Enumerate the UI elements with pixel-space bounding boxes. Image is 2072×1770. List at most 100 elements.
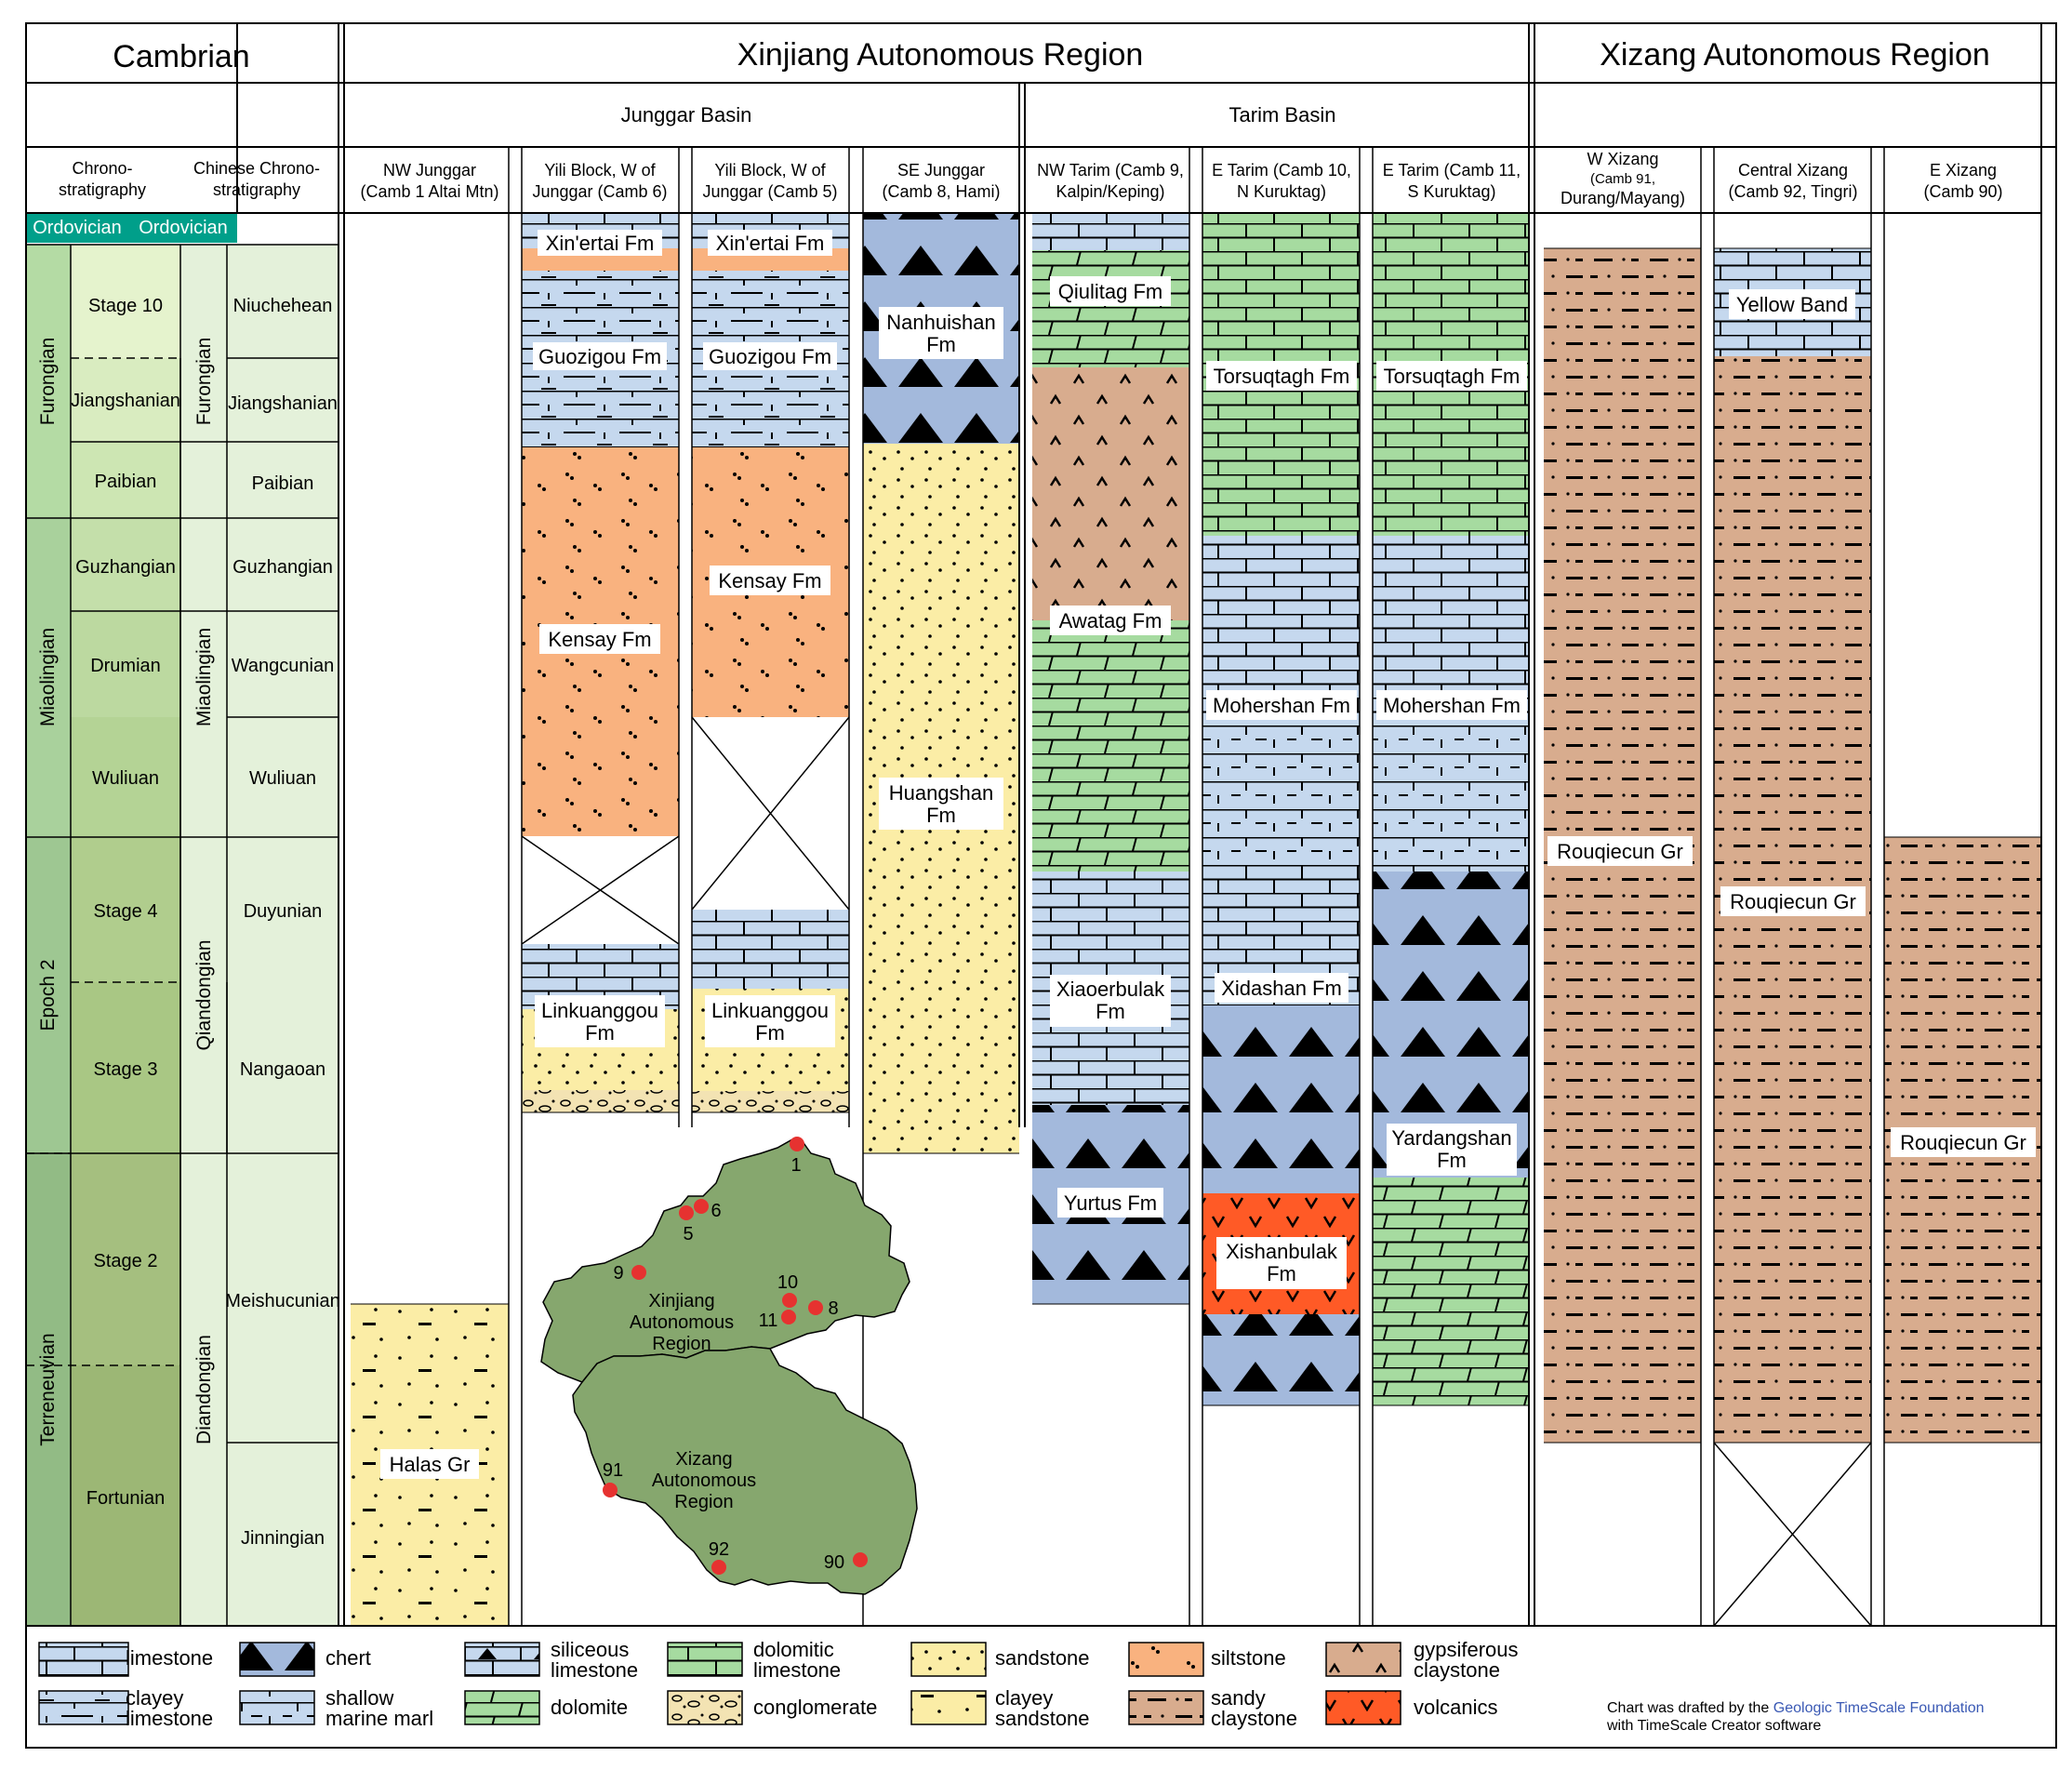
legend-swatch-clayey-limestone [38,1690,129,1725]
xizang-map-label-3: Region [674,1492,733,1512]
xinjiang-header: Xinjiang Autonomous Region [737,37,1144,73]
e-tarim10-title-1: E Tarim (Camb 10, [1212,161,1351,180]
yardangshan-fm-label-a: Yardangshan [1391,1126,1511,1150]
cn-stage-guzhangian: Guzhangian [232,557,333,578]
linkuanggou-fm-label-5b: Fm [755,1021,785,1045]
stage-2: Stage 2 [94,1251,158,1271]
xizang-header: Xizang Autonomous Region [1600,37,1990,73]
xizang-map-label-2: Autonomous [652,1471,756,1491]
stage-wuliuan: Wuliuan [92,768,159,789]
huangshan-fm-label-b: Fm [926,804,956,827]
locality-5-dot [679,1205,694,1220]
credit-prefix: Chart was drafted by the [1607,1700,1773,1716]
w-xizang-title-1: W Xizang [1587,150,1658,168]
qiulitag-fm-label: Qiulitag Fm [1058,280,1162,303]
legend-label-sandy-claystone-1: sandy [1211,1686,1266,1710]
w-xizang-title-2: (Camb 91, [1590,171,1655,187]
credit-link[interactable]: Geologic TimeScale Foundation [1773,1700,1985,1716]
locality-9-dot [631,1265,646,1280]
junggar-basin-header: Junggar Basin [621,103,752,126]
cn-stage-jinningian: Jinningian [241,1528,325,1549]
nw-tarim-title-2: Kalpin/Keping) [1056,182,1164,201]
legend-label-limestone: limestone [126,1646,213,1670]
cn-stage-paibian: Paibian [252,473,314,494]
legend-label-siliceous-2: limestone [551,1658,638,1682]
legend-label-gypsiferous-2: claystone [1414,1658,1500,1682]
legend-label-sandy-claystone-2: claystone [1211,1707,1297,1730]
cn-stage-niuchehean: Niuchehean [233,296,333,316]
locality-5-label: 5 [683,1224,693,1244]
chinese-series-miaolingian: Miaolingian [193,628,215,726]
epoch-terreneuvian: Terreneuvian [37,1333,59,1445]
xinjiang-region-shape [540,1138,910,1383]
timescale-columns: Ordovician Ordovician [26,213,339,1626]
e-tarim11-title-1: E Tarim (Camb 11, [1383,161,1521,180]
mohershan-fm-label-11: Mohershan Fm [1383,694,1521,717]
locality-6-dot [694,1199,709,1214]
rouqiecun-gr-label-90: Rouqiecun Gr [1900,1131,2026,1154]
rouqiecun-gr-label-92: Rouqiecun Gr [1730,890,1856,913]
nanhuishan-fm-label-b: Fm [926,333,956,356]
locality-90-dot [853,1552,868,1567]
xinjiang-map-label-2: Autonomous [630,1312,734,1333]
kensay-fm-label-6: Kensay Fm [548,628,651,651]
rouqiecun-gr-label-91: Rouqiecun Gr [1557,840,1683,863]
e-xizang-title-2: (Camb 90) [1923,182,2002,201]
chinese-series-diandongian: Diandongian [193,1335,215,1444]
legend-swatch-dolomite [464,1690,540,1725]
locality-9-label: 9 [613,1263,623,1284]
legend-label-clayey-sandstone-1: clayey [995,1686,1053,1710]
epoch-miaolingian: Miaolingian [37,628,59,726]
locality-1-label: 1 [790,1155,801,1176]
mohershan-fm-label-10: Mohershan Fm [1213,694,1350,717]
locality-91-dot [603,1483,618,1497]
stage-drumian: Drumian [90,656,161,676]
legend-label-siltstone: siltstone [1211,1646,1286,1670]
legend-swatch-clayey-sandstone [910,1690,987,1725]
legend-label-marl-2: marine marl [325,1707,433,1730]
linkuanggou-fm-label-6b: Fm [585,1021,615,1045]
chinese-title-1: Chinese Chrono- [193,159,320,178]
w-xizang-title-3: Durang/Mayang) [1561,189,1685,207]
chrono-title-1: Chrono- [72,159,132,178]
ordovician-chinese-label: Ordovician [139,218,228,238]
legend-label-dolomite: dolomite [551,1696,628,1719]
legend-swatch-limestone [38,1642,129,1677]
legend-swatch-dolomitic-limestone [667,1642,743,1677]
se-junggar-title-1: SE Junggar [897,161,985,180]
headers: Cambrian Xinjiang Autonomous Region Xiza… [59,37,2003,207]
xinjiang-map-label-3: Region [652,1334,711,1354]
locality-11-dot [781,1310,796,1324]
locality-1-dot [790,1137,804,1151]
legend-swatch-sandstone [910,1642,987,1677]
locality-6-label: 6 [711,1201,721,1221]
e-tarim11-title-2: S Kuruktag) [1407,182,1495,201]
legend-label-volcanics: volcanics [1414,1696,1497,1719]
stage-4: Stage 4 [94,901,158,922]
stage-paibian: Paibian [95,472,157,492]
legend-label-dolomitic-2: limestone [753,1658,841,1682]
cambrian-header: Cambrian [113,39,249,74]
chinese-title-2: stratigraphy [213,180,300,199]
nw-junggar-title-2: (Camb 1 Altai Mtn) [360,182,498,201]
legend-swatch-gypsiferous-claystone [1325,1642,1401,1677]
awatag-fm-label: Awatag Fm [1059,609,1162,632]
se-junggar-title-2: (Camb 8, Hami) [882,182,1000,201]
e-tarim10-title-2: N Kuruktag) [1237,182,1326,201]
legend-label-clayey-sandstone-2: sandstone [995,1707,1090,1730]
legend-label-siliceous-1: siliceous [551,1638,629,1661]
epoch-labels: Furongian Miaolingian Epoch 2 Terreneuvi… [37,338,215,1446]
locality-10-dot [782,1293,797,1308]
cn-stage-nangaoan: Nangaoan [240,1059,325,1080]
legend-label-marl-1: shallow [325,1686,393,1710]
legend-label-gypsiferous-1: gypsiferous [1414,1638,1519,1661]
locality-11-label: 11 [759,1311,778,1331]
locality-92-dot [711,1560,726,1575]
epoch-2: Epoch 2 [37,959,59,1031]
legend-label-conglomerate: conglomerate [753,1696,877,1719]
legend-label-chert: chert [325,1646,371,1670]
cn-stage-wangcunian: Wangcunian [232,656,334,676]
legend-label-sandstone: sandstone [995,1646,1090,1670]
chinese-series-furongian: Furongian [193,338,215,426]
